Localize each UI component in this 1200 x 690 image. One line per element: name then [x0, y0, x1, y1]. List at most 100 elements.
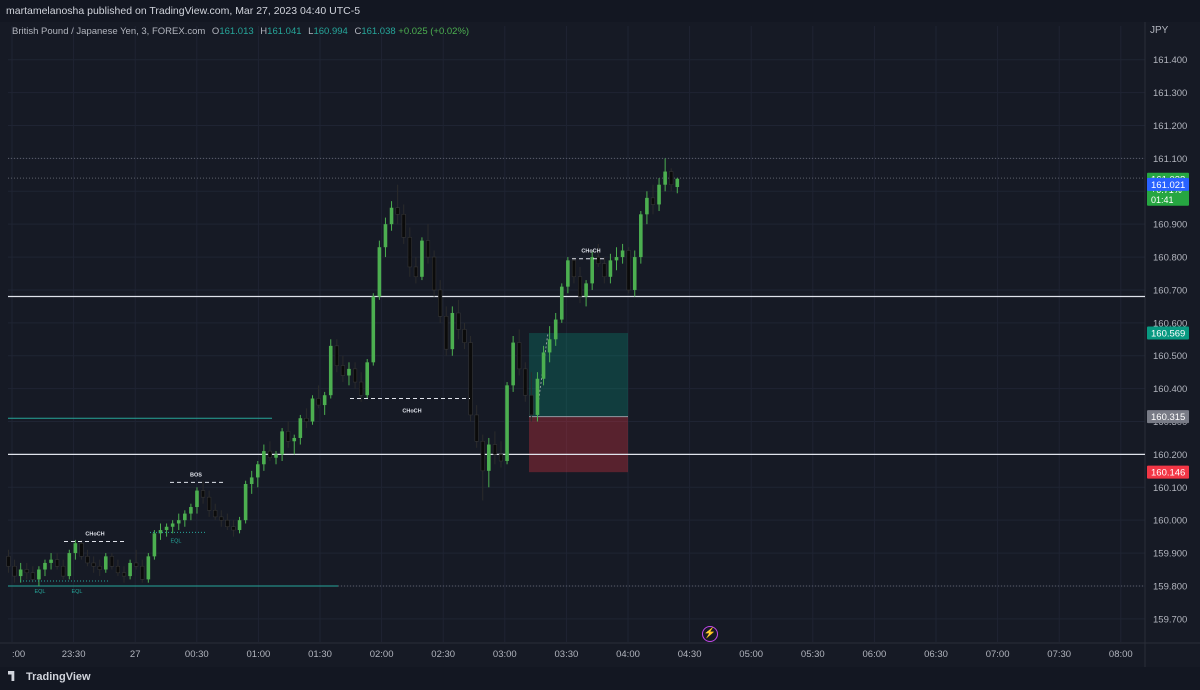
candle-body	[480, 440, 485, 472]
candle-body	[176, 520, 181, 524]
x-tick-label: 05:30	[801, 649, 825, 660]
candle-body	[456, 312, 461, 330]
footer-bar: TradingView	[0, 667, 1200, 690]
lightning-icon[interactable]: ⚡	[702, 626, 718, 642]
chart-panel[interactable]	[0, 22, 1200, 667]
x-tick-label: :00	[12, 649, 25, 660]
candle-body	[541, 352, 546, 379]
price-badge-value: 160.146	[1151, 468, 1185, 479]
candle-body	[663, 171, 667, 185]
bos-label: BOS	[190, 472, 202, 478]
candle-body	[97, 565, 102, 570]
symbol-legend: British Pound / Japanese Yen, 3, FOREX.c…	[12, 26, 469, 37]
candle-body	[620, 250, 625, 258]
x-tick-label: 07:30	[1047, 649, 1071, 660]
candle-body	[401, 214, 406, 238]
candle-body	[18, 569, 23, 577]
candle-body	[109, 556, 114, 567]
y-tick-label: 159.800	[1153, 581, 1187, 592]
price-badge	[1147, 465, 1189, 479]
candle-body	[359, 381, 364, 396]
candle-body	[225, 519, 230, 528]
candle-body	[645, 197, 649, 215]
candle-body	[85, 556, 90, 564]
change-value: +0.025 (+0.02%)	[398, 26, 470, 37]
candle-body	[474, 414, 479, 442]
candle-body	[115, 565, 120, 574]
x-tick-label: 03:00	[493, 649, 517, 660]
y-tick-label: 161.300	[1153, 88, 1187, 99]
candle-body	[450, 312, 455, 350]
y-tick-label: 160.400	[1153, 384, 1187, 395]
candle-body	[61, 565, 66, 577]
candle-body	[262, 451, 266, 465]
open-label: O	[211, 26, 220, 37]
candle-body	[67, 553, 72, 577]
candle-body	[292, 437, 297, 442]
tradingview-logo-icon	[8, 671, 15, 681]
candle-body	[407, 237, 412, 268]
candle-body	[462, 329, 467, 343]
candle-body	[237, 520, 242, 531]
y-tick-label: 160.700	[1153, 285, 1187, 296]
candle-body	[505, 385, 509, 461]
candle-body	[249, 477, 254, 484]
candle-body	[37, 569, 41, 580]
x-tick-label: 06:00	[863, 649, 887, 660]
candle-body	[134, 562, 139, 567]
candle-body	[602, 263, 607, 278]
candle-body	[577, 276, 583, 297]
candle-body	[389, 207, 394, 225]
candle-body	[103, 556, 108, 570]
candle-body	[420, 240, 424, 277]
currency-label: JPY	[1150, 25, 1169, 36]
close-label: C	[354, 26, 362, 37]
candle-body	[584, 283, 588, 297]
candle-body	[6, 556, 11, 567]
eql-label: EQL	[34, 589, 45, 595]
candle-body	[298, 418, 303, 438]
position-stop-zone	[529, 416, 628, 473]
candle-body	[371, 296, 376, 363]
candle-body	[183, 513, 187, 521]
x-tick-label: 06:30	[924, 649, 948, 660]
price-badge	[1147, 177, 1189, 191]
candle-body	[547, 339, 552, 353]
candle-body	[274, 454, 278, 458]
candle-body	[73, 543, 78, 554]
candle-body	[353, 368, 358, 383]
top-bar: martamelanosha published on TradingView.…	[0, 0, 1200, 22]
candle-body	[231, 526, 236, 531]
candle-body	[121, 572, 127, 577]
candle-body	[195, 490, 199, 508]
candle-body	[517, 342, 522, 370]
candle-body	[650, 197, 656, 205]
y-tick-label: 160.200	[1153, 450, 1187, 461]
candle-body	[207, 496, 212, 511]
candle-body	[632, 257, 637, 290]
close-value: 161.038	[361, 26, 396, 37]
candle-body	[432, 256, 437, 291]
candle-body	[146, 556, 151, 580]
candle-body	[553, 319, 558, 340]
price-badge-value: 160.315	[1151, 412, 1185, 423]
price-chart[interactable]: 161.400161.300161.200161.100161.000160.9…	[0, 0, 1200, 667]
candle-body	[657, 184, 661, 205]
price-badge-value: 161.021	[1151, 180, 1185, 191]
publisher-line: martamelanosha published on TradingView.…	[6, 5, 361, 17]
x-tick-label: 27	[130, 649, 141, 660]
x-tick-label: 01:00	[247, 649, 271, 660]
candle-body	[328, 345, 333, 396]
candle-body	[535, 378, 540, 415]
candle-body	[468, 342, 473, 416]
bar-countdown: 01:41	[1151, 195, 1174, 205]
candle-body	[243, 484, 248, 521]
candle-body	[158, 530, 163, 534]
tradingview-logo: TradingView	[8, 671, 91, 683]
position-target-zone	[529, 333, 628, 417]
y-tick-label: 159.700	[1153, 614, 1187, 625]
candle-body	[596, 256, 601, 264]
open-value: 161.013	[219, 26, 254, 37]
candle-body	[128, 562, 132, 577]
candle-body	[213, 510, 218, 518]
